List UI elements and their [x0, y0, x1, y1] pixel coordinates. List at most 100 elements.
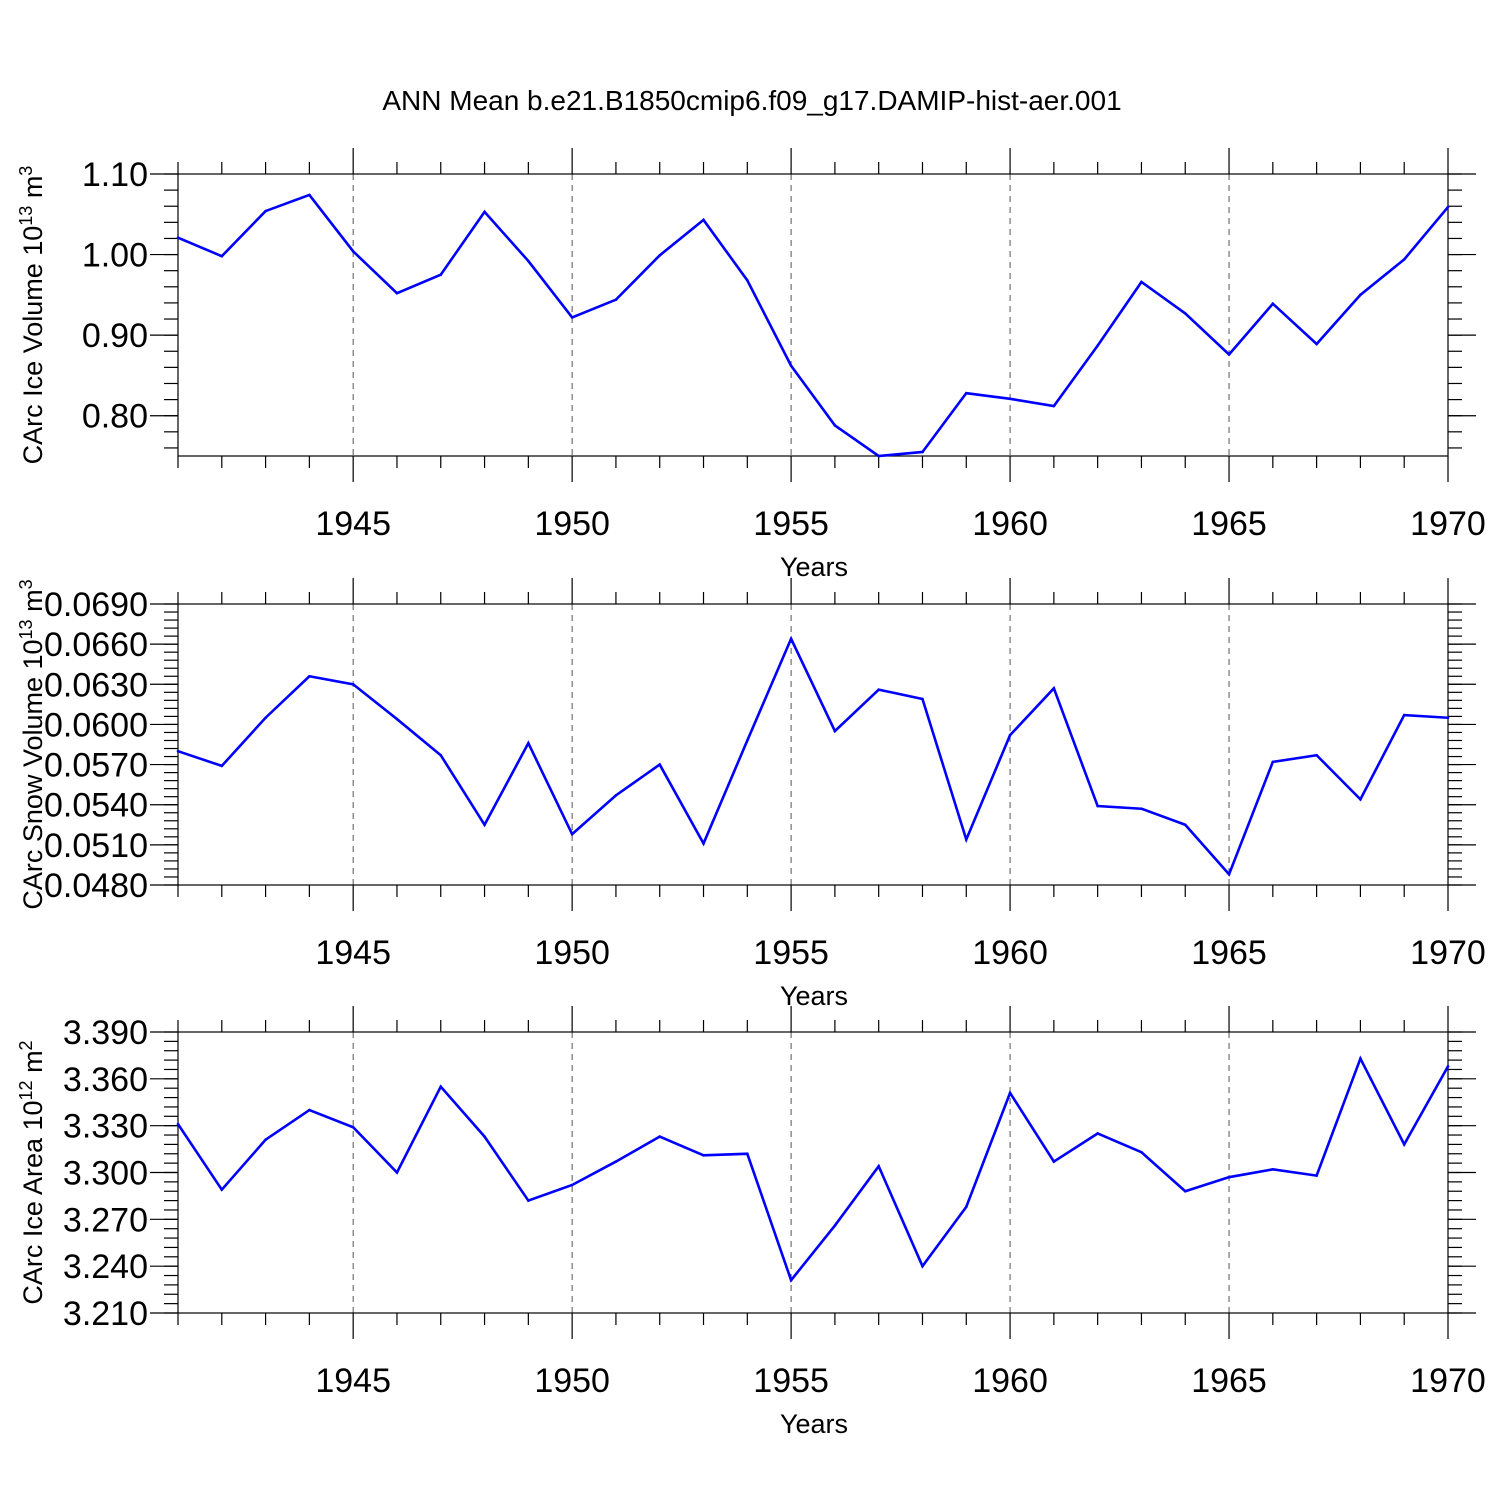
data-point	[1052, 1160, 1056, 1163]
data-point	[789, 364, 793, 368]
y-tick-label: 0.90	[82, 317, 148, 355]
chart-title: ANN Mean b.e21.B1850cmip6.f09_g17.DAMIP-…	[382, 85, 1121, 116]
x-tick-label: 1945	[315, 505, 391, 543]
y-tick-label: 0.0510	[44, 827, 148, 865]
y-axis-label: CArc Ice Volume 1013 m3	[16, 166, 48, 465]
data-point	[1227, 353, 1231, 356]
data-point	[1402, 258, 1406, 261]
y-tick-label: 0.0480	[44, 867, 148, 905]
data-point	[1359, 1057, 1362, 1060]
data-point	[964, 1205, 968, 1209]
data-point	[176, 1122, 180, 1126]
data-point	[1359, 293, 1362, 297]
data-point	[1271, 1168, 1275, 1171]
data-point	[570, 1183, 574, 1187]
data-point	[702, 218, 705, 222]
x-tick-label: 1965	[1191, 934, 1267, 972]
data-point	[308, 1108, 311, 1112]
data-point	[789, 637, 793, 641]
x-tick-label: 1965	[1191, 1362, 1267, 1400]
data-point	[220, 254, 224, 258]
y-axis-label-unit-exponent: 3	[16, 579, 36, 589]
y-tick-label: 3.300	[63, 1155, 148, 1193]
y-tick-label: 1.10	[82, 156, 148, 194]
y-tick-label: 3.240	[63, 1248, 148, 1286]
x-tick-label: 1955	[753, 934, 829, 972]
data-point	[264, 716, 267, 720]
data-point	[746, 1152, 749, 1156]
data-point	[1446, 716, 1450, 720]
data-point	[351, 250, 355, 253]
x-axis-label: Years	[780, 981, 848, 1011]
data-point	[527, 1199, 530, 1202]
data-point	[964, 391, 968, 395]
data-point	[1315, 342, 1318, 346]
data-point	[877, 454, 880, 458]
data-point	[658, 1135, 662, 1138]
series-line	[177, 193, 1449, 458]
data-point	[570, 316, 574, 319]
data-point	[833, 1224, 837, 1227]
x-tick-label: 1965	[1191, 505, 1267, 543]
y-axis-label: CArc Snow Volume 1013 m3	[16, 579, 48, 909]
x-tick-label: 1970	[1410, 1362, 1486, 1400]
x-tick-label: 1950	[534, 1362, 610, 1400]
data-point	[1140, 1150, 1143, 1154]
data-point	[789, 1278, 793, 1282]
data-point	[614, 298, 618, 301]
y-tick-label: 3.330	[63, 1108, 148, 1146]
data-point	[1052, 404, 1056, 408]
series-line	[177, 635, 1449, 877]
data-point	[483, 823, 486, 827]
y-tick-label: 3.390	[63, 1014, 148, 1052]
data-point	[877, 1164, 880, 1168]
data-point	[483, 1135, 486, 1138]
y-axis-label-exponent: 13	[16, 619, 36, 639]
data-point	[570, 832, 574, 836]
data-point	[1227, 872, 1231, 876]
plot-frame	[177, 173, 1449, 457]
y-axis-label-exponent: 12	[16, 1080, 36, 1100]
y-axis-label-text: CArc Snow Volume 10	[18, 639, 48, 909]
data-point	[395, 717, 399, 721]
y-tick-label: 0.0570	[44, 747, 148, 785]
data-point	[1271, 760, 1275, 764]
data-point	[1008, 1091, 1012, 1095]
data-point	[220, 1188, 224, 1191]
ice-volume-panel: 0.80 0.90 1.00 1.10 1945 1950 1955 1960 1965 1970…	[16, 148, 1486, 582]
y-axis-label-exponent: 13	[16, 206, 36, 226]
data-point	[176, 749, 180, 753]
data-point	[921, 450, 924, 454]
data-point	[1140, 280, 1143, 284]
data-point	[614, 1160, 618, 1163]
data-point	[921, 1264, 924, 1268]
data-point	[351, 682, 355, 686]
y-tick-label: 3.210	[63, 1295, 148, 1333]
x-tick-label: 1970	[1410, 505, 1486, 543]
data-point	[1183, 823, 1187, 827]
x-tick-label: 1950	[534, 934, 610, 972]
y-axis-label-text: CArc Ice Area 10	[18, 1100, 48, 1304]
data-point	[1315, 753, 1318, 757]
data-point	[220, 764, 224, 768]
data-point	[1183, 312, 1187, 315]
y-tick-label: 0.0660	[44, 626, 148, 664]
x-tick-label: 1960	[972, 1362, 1048, 1400]
y-axis-label-unit-exponent: 3	[16, 166, 36, 176]
x-tick-label: 1970	[1410, 934, 1486, 972]
data-point	[439, 753, 443, 757]
snow-volume-panel: 0.04800.05100.05400.05700.06000.06300.06…	[16, 578, 1486, 1011]
data-point	[439, 1085, 443, 1088]
data-point	[1052, 687, 1056, 690]
plot-frame	[177, 603, 1449, 886]
data-point	[264, 209, 267, 213]
x-tick-label: 1945	[315, 934, 391, 972]
series-line	[176, 1055, 1450, 1283]
data-point	[1227, 1175, 1231, 1179]
data-point	[1008, 397, 1012, 401]
data-point	[1315, 1174, 1318, 1177]
y-axis-label-unit: m	[18, 589, 48, 619]
data-point	[1096, 804, 1099, 808]
y-tick-label: 0.0540	[44, 787, 148, 825]
